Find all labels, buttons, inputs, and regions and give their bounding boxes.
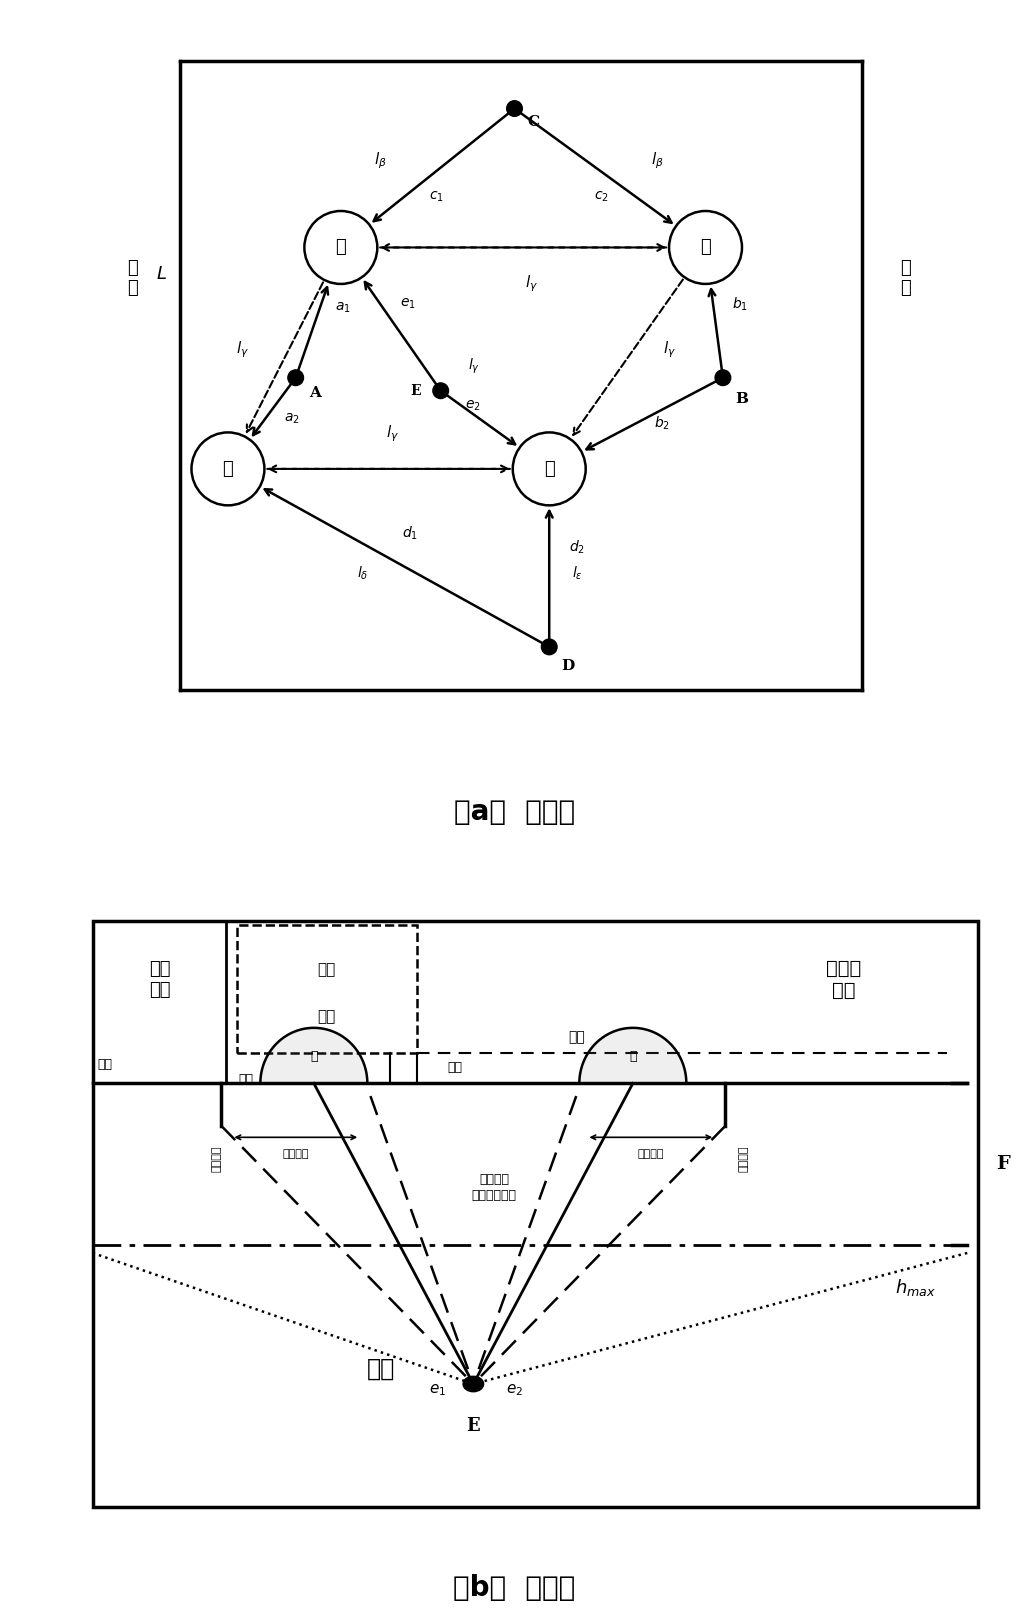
- Text: E: E: [411, 383, 421, 398]
- Text: A: A: [309, 386, 321, 401]
- Circle shape: [541, 639, 557, 654]
- Text: 接收范围: 接收范围: [638, 1149, 664, 1159]
- Text: $a_2$: $a_2$: [284, 412, 300, 427]
- Bar: [93, 922, 978, 1508]
- Text: 出
口: 出 口: [900, 260, 911, 297]
- Text: （a）  平面图: （a） 平面图: [454, 799, 575, 826]
- Circle shape: [463, 1376, 484, 1393]
- Text: $e_1$: $e_1$: [400, 297, 416, 310]
- Text: 电线: 电线: [568, 1031, 584, 1044]
- Text: $l_\gamma$: $l_\gamma$: [237, 339, 249, 360]
- Circle shape: [715, 370, 731, 386]
- Text: 电线: 电线: [239, 1073, 254, 1086]
- Text: 接收范围: 接收范围: [283, 1149, 309, 1159]
- Text: D: D: [562, 659, 575, 674]
- Text: B: B: [736, 393, 748, 406]
- Text: 隧道顶
吊顶: 隧道顶 吊顶: [826, 959, 861, 1000]
- Text: 网线: 网线: [448, 1061, 463, 1074]
- Text: $l_\gamma$: $l_\gamma$: [526, 274, 538, 294]
- Text: $c_2$: $c_2$: [594, 190, 609, 204]
- Circle shape: [506, 101, 523, 117]
- Circle shape: [669, 211, 742, 284]
- Circle shape: [433, 383, 449, 399]
- Text: 乙: 乙: [700, 239, 711, 256]
- Text: C: C: [528, 115, 539, 128]
- Text: （b）  剖面图: （b） 剖面图: [454, 1574, 575, 1602]
- Text: E: E: [466, 1417, 481, 1435]
- Text: 丙: 丙: [544, 459, 555, 477]
- Text: 电源: 电源: [318, 962, 335, 977]
- Text: 汇聚
中心: 汇聚 中心: [149, 959, 170, 998]
- Text: $L$: $L$: [155, 265, 167, 282]
- Text: $l_\gamma$: $l_\gamma$: [467, 357, 480, 377]
- Text: $e_2$: $e_2$: [465, 398, 482, 412]
- Circle shape: [512, 432, 586, 505]
- Bar: [237, 925, 417, 1053]
- Text: 不透明板: 不透明板: [211, 1146, 221, 1172]
- Text: 甲: 甲: [335, 239, 346, 256]
- Text: $e_2$: $e_2$: [506, 1383, 523, 1397]
- Text: $e_1$: $e_1$: [429, 1383, 446, 1397]
- Text: 丙: 丙: [629, 1050, 637, 1063]
- Text: $l_\beta$: $l_\beta$: [374, 151, 386, 170]
- Text: 丁: 丁: [222, 459, 234, 477]
- Circle shape: [288, 370, 304, 386]
- Text: 入
口: 入 口: [127, 260, 138, 297]
- Text: $a_1$: $a_1$: [334, 300, 351, 315]
- Circle shape: [191, 432, 264, 505]
- Text: 不透明板: 不透明板: [739, 1146, 749, 1172]
- Text: 地面: 地面: [366, 1357, 395, 1381]
- Text: $l_\varepsilon$: $l_\varepsilon$: [572, 565, 582, 583]
- Text: 定位对象
飞行高度上限: 定位对象 飞行高度上限: [471, 1173, 517, 1203]
- Text: $h_{max}$: $h_{max}$: [895, 1277, 936, 1298]
- Text: 甲: 甲: [310, 1050, 318, 1063]
- Text: $d_1$: $d_1$: [402, 524, 419, 542]
- Text: $l_\beta$: $l_\beta$: [651, 151, 664, 170]
- Text: $b_1$: $b_1$: [733, 295, 748, 313]
- Text: 电线: 电线: [318, 1010, 335, 1024]
- Text: $l_\gamma$: $l_\gamma$: [387, 424, 399, 445]
- Text: $l_\delta$: $l_\delta$: [357, 565, 368, 583]
- Text: $d_2$: $d_2$: [569, 539, 586, 557]
- Text: $l_\gamma$: $l_\gamma$: [663, 339, 676, 360]
- Text: $b_2$: $b_2$: [654, 414, 670, 432]
- Text: $c_1$: $c_1$: [429, 190, 443, 204]
- Text: F: F: [996, 1156, 1010, 1173]
- Text: 网线: 网线: [98, 1058, 113, 1071]
- Circle shape: [305, 211, 378, 284]
